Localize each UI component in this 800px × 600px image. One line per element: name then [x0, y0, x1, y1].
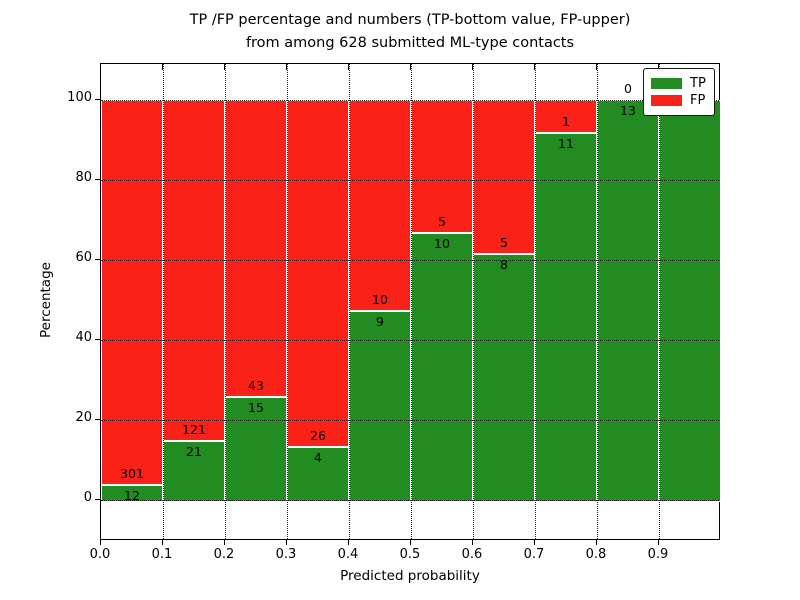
x-tick-mark: [596, 540, 597, 545]
bar-value-label-tp: 8: [500, 256, 508, 272]
x-tick-label: 0.8: [585, 547, 607, 562]
x-tick-mark: [658, 540, 659, 545]
bar-value-label-tp: 9: [376, 313, 384, 329]
x-tick-label: 0.1: [151, 547, 173, 562]
gridline-vertical: [658, 64, 660, 539]
y-tick-mark: [95, 99, 100, 100]
legend-item-fp: FP: [651, 92, 706, 109]
y-tick-mark: [95, 499, 100, 500]
x-tick-label: 0.9: [647, 547, 669, 562]
bar-segment-fp: [287, 100, 349, 447]
x-tick-mark: [100, 540, 101, 545]
gridline-horizontal: [101, 100, 719, 101]
x-tick-label: 0.0: [89, 547, 111, 562]
bar-value-label-tp: 13: [620, 103, 636, 118]
gridline-horizontal: [101, 340, 719, 341]
x-tick-mark: [534, 540, 535, 545]
y-tick-label: 20: [75, 410, 92, 425]
gridline-vertical: [224, 64, 226, 539]
legend-label-fp: FP: [690, 93, 706, 108]
bar-value-label-fp: 26: [310, 427, 326, 443]
x-tick-label: 0.2: [213, 547, 235, 562]
chart-title-line2: from among 628 submitted ML-type contact…: [245, 35, 575, 51]
gridline-horizontal: [101, 180, 719, 181]
y-tick-label: 40: [75, 330, 92, 345]
x-tick-mark: [286, 540, 287, 545]
gridline-horizontal: [101, 500, 719, 501]
bar-segment-fp: [225, 100, 287, 397]
x-axis-label: Predicted probability: [340, 568, 480, 584]
tp-swatch-icon: [651, 78, 682, 89]
bar-value-label-fp: 10: [372, 291, 388, 307]
bar-segment-tp: [411, 233, 473, 502]
y-tick-mark: [95, 259, 100, 260]
gridline-vertical: [410, 64, 412, 539]
bar-value-label-fp: 121: [182, 421, 206, 437]
x-tick-label: 0.5: [399, 547, 421, 562]
bar-value-label-fp: 301: [120, 465, 144, 481]
bar-value-label-tp: 11: [558, 136, 574, 152]
x-tick-mark: [162, 540, 163, 545]
bar-value-label-tp: 4: [314, 449, 322, 465]
bar-value-label-tp: 10: [434, 236, 450, 252]
y-tick-label: 0: [83, 490, 92, 505]
bar-segment-fp: [411, 100, 473, 234]
bar-value-label-tp: 21: [186, 443, 202, 459]
bar-value-label-fp: 5: [500, 234, 508, 250]
bar-segment-tp: [473, 253, 535, 502]
gridline-vertical: [472, 64, 474, 539]
gridline-horizontal: [101, 260, 719, 261]
x-tick-label: 0.4: [337, 547, 359, 562]
x-tick-mark: [224, 540, 225, 545]
x-tick-label: 0.7: [523, 547, 545, 562]
x-tick-label: 0.6: [461, 547, 483, 562]
gridline-vertical: [286, 64, 288, 539]
bar-value-label-tp: 12: [124, 487, 140, 503]
bar-segment-fp: [101, 100, 163, 485]
bar-segment-fp: [535, 100, 597, 134]
y-tick-label: 100: [67, 90, 92, 105]
y-tick-mark: [95, 419, 100, 420]
bar-value-label-fp: 1: [562, 114, 570, 130]
bar-segment-tp: [225, 396, 287, 502]
x-tick-mark: [348, 540, 349, 545]
bar-segment-tp: [287, 446, 349, 502]
bar-segment-tp: [659, 100, 721, 502]
bar-segment-fp: [349, 100, 411, 311]
y-tick-mark: [95, 179, 100, 180]
legend-item-tp: TP: [651, 75, 706, 92]
bar-segment-tp: [535, 133, 597, 502]
bar-value-label-tp: 15: [248, 399, 264, 415]
x-tick-mark: [410, 540, 411, 545]
bar-segment-tp: [163, 440, 225, 502]
fp-swatch-icon: [651, 95, 682, 106]
x-tick-mark: [472, 540, 473, 545]
gridline-vertical: [534, 64, 536, 539]
gridline-horizontal: [101, 420, 719, 421]
bar-segment-tp: [597, 100, 659, 502]
legend: TP FP: [643, 68, 715, 116]
gridline-vertical: [348, 64, 350, 539]
bar-segment-tp: [349, 310, 411, 502]
bar-segment-fp: [163, 100, 225, 441]
bar-segment-fp: [473, 100, 535, 254]
legend-label-tp: TP: [690, 76, 706, 91]
plot-area: TP FP 3011212121431526410951058111013013: [100, 63, 721, 540]
gridline-vertical: [162, 64, 164, 539]
y-tick-mark: [95, 339, 100, 340]
bar-value-label-fp: 43: [248, 377, 264, 393]
bar-value-label-fp: 5: [438, 214, 446, 230]
gridline-vertical: [596, 64, 598, 539]
chart-title-line1: TP /FP percentage and numbers (TP-bottom…: [189, 12, 631, 28]
y-tick-label: 80: [75, 170, 92, 185]
x-tick-label: 0.3: [275, 547, 297, 562]
bar-value-label-fp: 0: [624, 81, 632, 96]
y-tick-label: 60: [75, 250, 92, 265]
